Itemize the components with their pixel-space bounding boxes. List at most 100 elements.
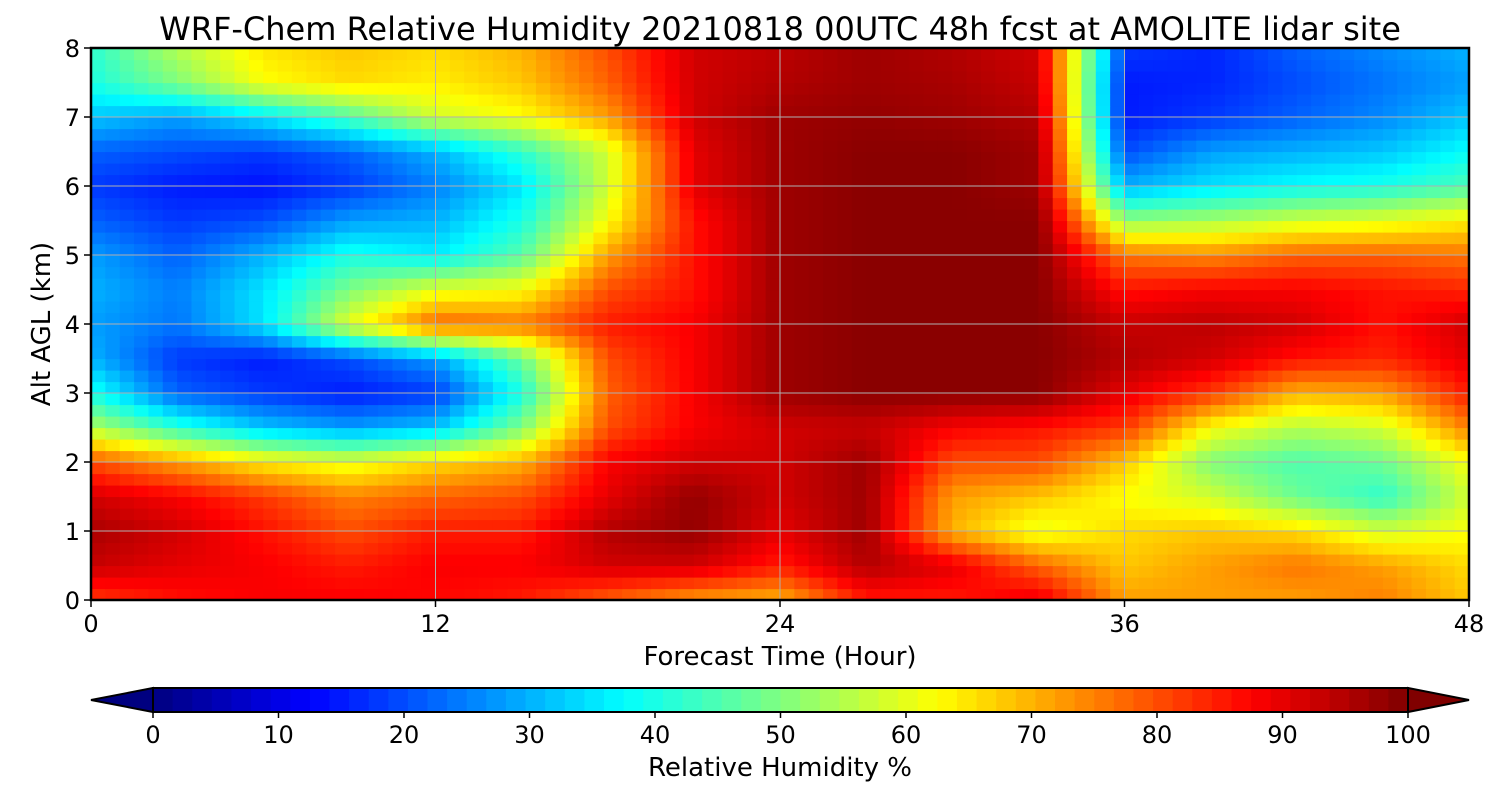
heatmap-cell bbox=[1052, 565, 1068, 578]
heatmap-cell bbox=[320, 59, 336, 72]
heatmap-cell bbox=[478, 243, 494, 256]
heatmap-cell bbox=[1282, 358, 1298, 371]
heatmap-cell bbox=[335, 508, 350, 521]
heatmap-cell bbox=[636, 117, 652, 130]
heatmap-cell bbox=[134, 485, 150, 498]
heatmap-cell bbox=[406, 542, 422, 555]
heatmap-cell bbox=[1067, 554, 1083, 567]
heatmap-cell bbox=[952, 542, 968, 555]
heatmap-cell bbox=[866, 278, 882, 291]
heatmap-cell bbox=[134, 48, 150, 61]
heatmap-cell bbox=[406, 324, 422, 337]
heatmap-cell bbox=[1052, 554, 1068, 567]
heatmap-cell bbox=[1440, 48, 1456, 61]
heatmap-cell bbox=[1368, 404, 1384, 417]
heatmap-cell bbox=[1067, 266, 1083, 279]
heatmap-cell bbox=[363, 48, 379, 61]
heatmap-cell bbox=[1081, 347, 1097, 360]
heatmap-cell bbox=[1382, 496, 1398, 509]
heatmap-cell bbox=[507, 554, 523, 567]
heatmap-cell bbox=[622, 255, 638, 268]
heatmap-cell bbox=[535, 209, 551, 222]
heatmap-cell bbox=[808, 358, 824, 371]
heatmap-cell bbox=[622, 565, 638, 578]
heatmap-cell bbox=[421, 48, 437, 61]
heatmap-cell bbox=[579, 94, 594, 107]
heatmap-cell bbox=[320, 324, 336, 337]
heatmap-cell bbox=[636, 416, 652, 429]
heatmap-cell bbox=[579, 151, 594, 164]
heatmap-cell bbox=[1296, 542, 1312, 555]
heatmap-cell bbox=[1425, 381, 1441, 394]
heatmap-cell bbox=[1268, 393, 1283, 406]
heatmap-cell bbox=[335, 588, 350, 601]
heatmap-cell bbox=[1425, 531, 1441, 544]
heatmap-cell bbox=[521, 358, 537, 371]
heatmap-cell bbox=[205, 519, 221, 532]
heatmap-cell bbox=[220, 370, 236, 383]
heatmap-cell bbox=[1110, 94, 1126, 107]
heatmap-cell bbox=[1067, 347, 1083, 360]
heatmap-cell bbox=[607, 48, 623, 61]
heatmap-cell bbox=[378, 94, 394, 107]
heatmap-cell bbox=[851, 186, 867, 199]
heatmap-cell bbox=[478, 588, 494, 601]
heatmap-cell bbox=[794, 232, 810, 245]
heatmap-cell bbox=[894, 531, 910, 544]
heatmap-cell bbox=[1196, 186, 1212, 199]
heatmap-cell bbox=[263, 554, 279, 567]
heatmap-cell bbox=[1095, 140, 1111, 153]
heatmap-cell bbox=[636, 335, 652, 348]
heatmap-cell bbox=[1425, 243, 1441, 256]
heatmap-cell bbox=[937, 347, 953, 360]
heatmap-cell bbox=[665, 381, 681, 394]
heatmap-cell bbox=[794, 151, 810, 164]
heatmap-cell bbox=[177, 554, 193, 567]
heatmap-cell bbox=[1354, 232, 1370, 245]
heatmap-cell bbox=[105, 140, 121, 153]
heatmap-cell bbox=[492, 174, 508, 187]
heatmap-cell bbox=[1210, 266, 1226, 279]
heatmap-cell bbox=[794, 128, 810, 141]
heatmap-cell bbox=[1253, 163, 1269, 176]
heatmap-cell bbox=[363, 577, 379, 590]
heatmap-cell bbox=[665, 220, 681, 233]
heatmap-cell bbox=[550, 301, 566, 314]
heatmap-cell bbox=[765, 128, 781, 141]
heatmap-cell bbox=[1210, 71, 1226, 84]
heatmap-cell bbox=[1138, 220, 1154, 233]
heatmap-cell bbox=[134, 427, 150, 440]
heatmap-cell bbox=[909, 496, 925, 509]
heatmap-cell bbox=[464, 427, 480, 440]
heatmap-cell bbox=[1325, 473, 1341, 486]
heatmap-cell bbox=[1325, 289, 1341, 302]
heatmap-cell bbox=[794, 554, 810, 567]
heatmap-cell bbox=[205, 496, 221, 509]
heatmap-cell bbox=[1024, 565, 1039, 578]
heatmap-cell bbox=[1239, 473, 1255, 486]
heatmap-cell bbox=[263, 232, 279, 245]
heatmap-cell bbox=[1425, 496, 1441, 509]
heatmap-cell bbox=[507, 324, 523, 337]
heatmap-cell bbox=[263, 312, 279, 325]
heatmap-cell bbox=[449, 105, 465, 118]
heatmap-cell bbox=[507, 381, 523, 394]
heatmap-cell bbox=[1411, 128, 1427, 141]
heatmap-cell bbox=[622, 59, 638, 72]
heatmap-cell bbox=[1138, 105, 1154, 118]
heatmap-cell bbox=[1024, 588, 1039, 601]
heatmap-cell bbox=[579, 381, 594, 394]
heatmap-cell bbox=[1210, 151, 1226, 164]
heatmap-cell bbox=[808, 335, 824, 348]
heatmap-cell bbox=[1153, 554, 1169, 567]
heatmap-cell bbox=[1081, 404, 1097, 417]
heatmap-cell bbox=[1153, 347, 1169, 360]
heatmap-cell bbox=[263, 243, 279, 256]
heatmap-cell bbox=[837, 496, 853, 509]
heatmap-cell bbox=[148, 186, 164, 199]
heatmap-cell bbox=[349, 163, 365, 176]
heatmap-cell bbox=[1196, 117, 1212, 130]
heatmap-cell bbox=[550, 312, 566, 325]
heatmap-cell bbox=[1167, 381, 1183, 394]
